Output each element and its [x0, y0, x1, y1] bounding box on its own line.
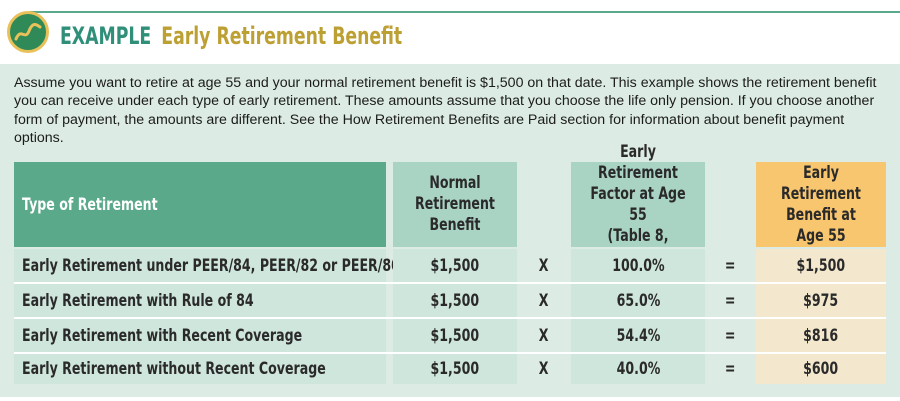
row-divider: [14, 352, 886, 354]
row-equals-text: =: [725, 325, 736, 346]
row-normal-text: $1,500: [430, 255, 480, 276]
header-normal-text: Normal Retirement Benefit: [415, 173, 495, 235]
row-equals-text: =: [725, 359, 736, 379]
row-factor-text: 40.0%: [616, 359, 660, 379]
row-normal-text: $1,500: [430, 359, 480, 379]
table-row-type: Early Retirement under PEER/84, PEER/82 …: [14, 249, 400, 282]
row-result-text: $1,500: [796, 255, 846, 276]
header-type-text: Type of Retirement: [22, 194, 158, 215]
row-normal-text: $1,500: [430, 325, 480, 346]
row-times-text: X: [539, 359, 549, 379]
row-times-text: X: [539, 290, 549, 311]
row-times-text: X: [539, 255, 549, 276]
table-row-factor: 100.0%: [571, 249, 705, 282]
header-rule: [30, 11, 900, 13]
table-row-equals: =: [705, 284, 756, 317]
table-row-type: Early Retirement with Rule of 84: [14, 284, 386, 317]
row-divider: [14, 317, 886, 319]
table-row-equals: =: [705, 319, 756, 352]
table-row-type: Early Retirement without Recent Coverage: [14, 354, 386, 384]
table-row-type: Early Retirement with Recent Coverage: [14, 319, 386, 352]
table-row-result: $975: [756, 284, 886, 317]
intro-paragraph: Assume you want to retire at age 55 and …: [14, 75, 877, 147]
table-row-times: X: [517, 284, 571, 317]
header-result: Early Retirement Benefit at Age 55: [756, 162, 886, 247]
row-equals-text: =: [725, 290, 736, 311]
row-result-text: $600: [803, 359, 839, 379]
table-row-normal: $1,500: [393, 319, 517, 352]
benefit-table: Type of Retirement Normal Retirement Ben…: [14, 142, 886, 384]
row-factor-text: 54.4%: [616, 325, 660, 346]
row-times-text: X: [539, 325, 549, 346]
row-type-text: Early Retirement under PEER/84, PEER/82 …: [22, 255, 400, 276]
row-type-text: Early Retirement with Recent Coverage: [22, 325, 303, 346]
table-row-result: $1,500: [756, 249, 886, 282]
example-label: EXAMPLE: [60, 22, 152, 50]
row-divider: [14, 282, 886, 284]
table-row-result: $816: [756, 319, 886, 352]
row-factor-text: 65.0%: [616, 290, 660, 311]
row-factor-text: 100.0%: [611, 255, 665, 276]
table-row-equals: =: [705, 249, 756, 282]
row-equals-text: =: [725, 255, 736, 276]
row-type-text: Early Retirement with Rule of 84: [22, 290, 254, 311]
table-row-times: X: [517, 354, 571, 384]
table-row-times: X: [517, 249, 571, 282]
row-result-text: $816: [803, 325, 839, 346]
table-row-normal: $1,500: [393, 249, 517, 282]
title-text: Early Retirement Benefit: [161, 22, 403, 50]
row-result-text: $975: [803, 290, 839, 311]
page-title: EXAMPLE Early Retirement Benefit: [60, 16, 402, 56]
table-row-normal: $1,500: [393, 354, 517, 384]
table-row-equals: =: [705, 354, 756, 384]
table-row-factor: 65.0%: [571, 284, 705, 317]
header-normal-benefit: Normal Retirement Benefit: [393, 162, 517, 247]
table-row-times: X: [517, 319, 571, 352]
header-factor: Early Retirement Factor at Age 55 (Table…: [571, 142, 705, 267]
table-row-factor: 40.0%: [571, 354, 705, 384]
page-header: EXAMPLE Early Retirement Benefit: [0, 0, 900, 60]
table-row-result: $600: [756, 354, 886, 384]
table-row-factor: 54.4%: [571, 319, 705, 352]
row-type-text: Early Retirement without Recent Coverage: [22, 359, 326, 379]
growth-line-circle-icon: [7, 11, 49, 53]
table-row-normal: $1,500: [393, 284, 517, 317]
header-result-text: Early Retirement Benefit at Age 55: [781, 162, 861, 246]
example-panel: Assume you want to retire at age 55 and …: [0, 64, 900, 397]
row-normal-text: $1,500: [430, 290, 480, 311]
header-type: Type of Retirement: [14, 162, 386, 247]
